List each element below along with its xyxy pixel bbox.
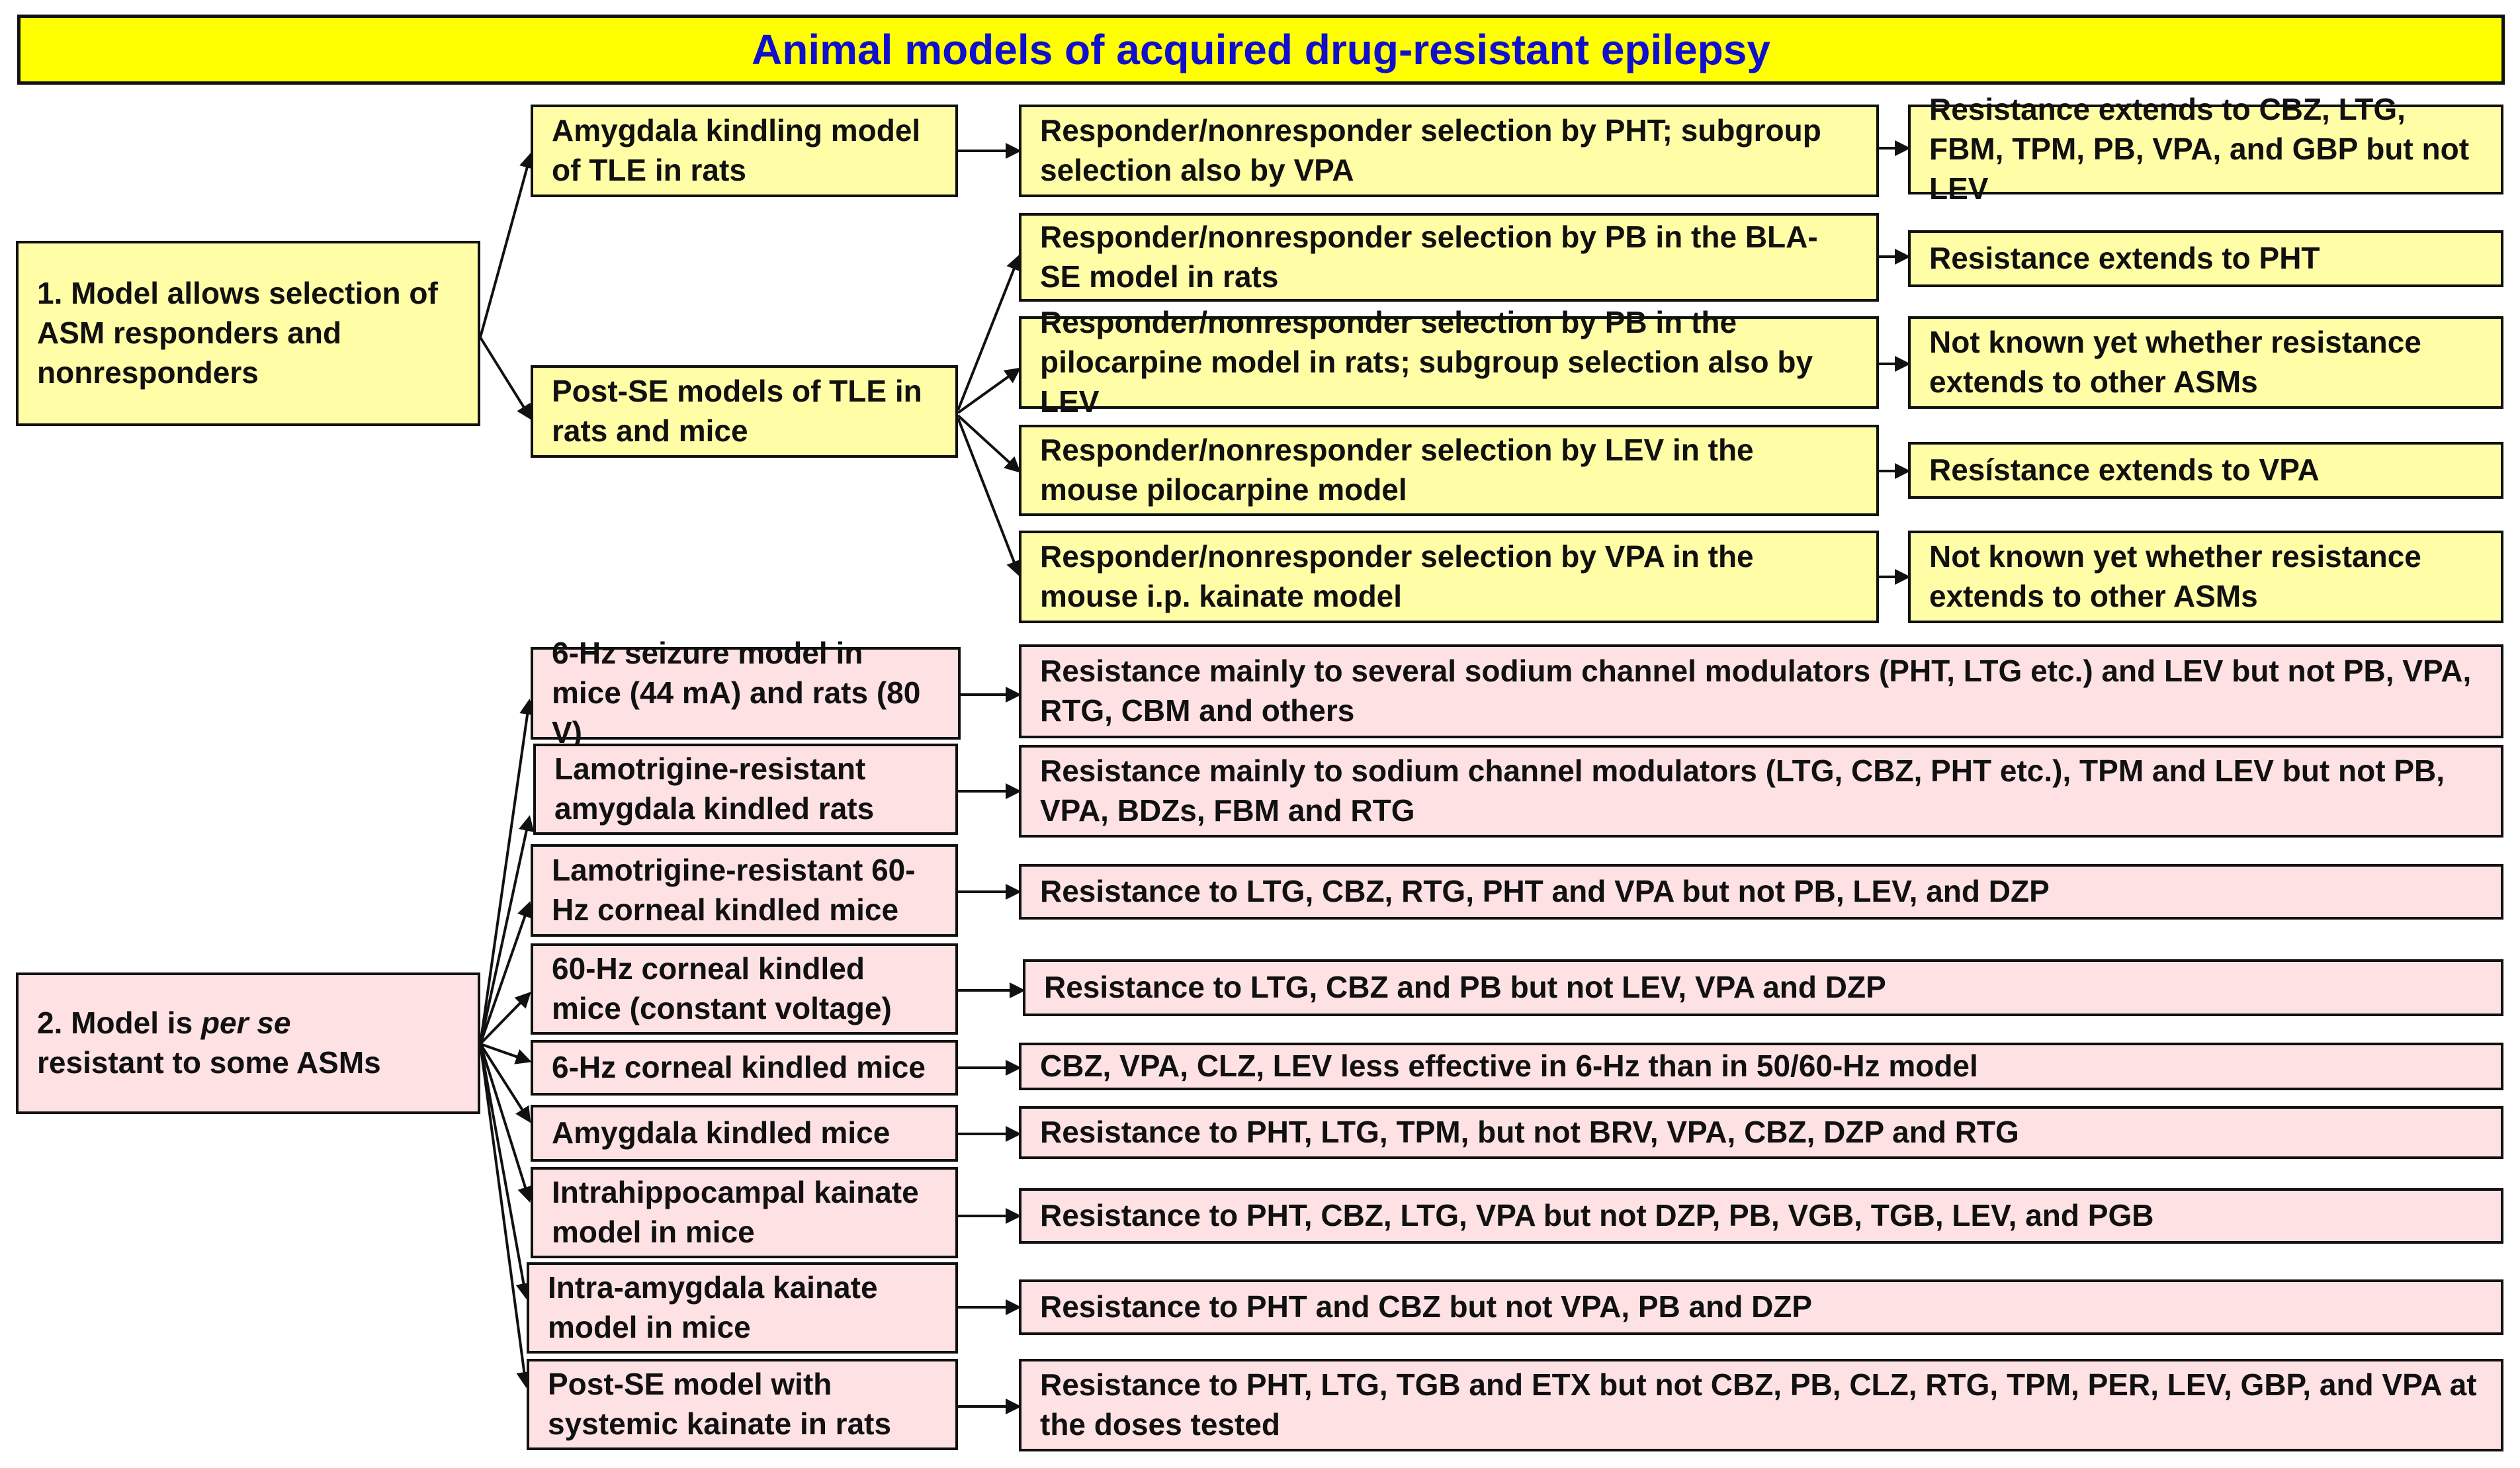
outcome-text: Resistance mainly to sodium channel modu…: [1040, 754, 2445, 828]
section2-model-box: Post-SE model with systemic kainate in r…: [527, 1359, 958, 1450]
model-label: 6-Hz seizure model in mice (44 mA) and r…: [552, 636, 921, 750]
section2-model-box: Intra-amygdala kainate model in mice: [527, 1262, 958, 1354]
model-label: Post-SE model with systemic kainate in r…: [548, 1367, 892, 1441]
section2-outcome-box: Resistance to LTG, CBZ, RTG, PHT and VPA…: [1019, 864, 2503, 920]
outcome-text: CBZ, VPA, CLZ, LEV less effective in 6-H…: [1040, 1049, 1978, 1084]
outcome-box: Not known yet whether resistance extends…: [1908, 316, 2503, 409]
model-label: Amygdala kindling model of TLE in rats: [552, 113, 921, 187]
selection-text: Responder/nonresponder selection by VPA …: [1040, 539, 1754, 613]
section2-model-box: Lamotrigine-resistant 60-Hz corneal kind…: [531, 844, 958, 937]
outcome-text: Resistance to PHT, LTG, TGB and ETX but …: [1040, 1367, 2477, 1442]
model-label: 60-Hz corneal kindled mice (constant vol…: [552, 951, 892, 1025]
section2-label-italic: per se: [200, 1006, 291, 1041]
model-label: Lamotrigine-resistant 60-Hz corneal kind…: [552, 853, 916, 927]
outcome-text: Resistance extends to PHT: [1929, 241, 2320, 276]
section1-model-amygdala: Amygdala kindling model of TLE in rats: [531, 105, 958, 197]
section2-outcome-box: Resistance to LTG, CBZ and PB but not LE…: [1023, 959, 2503, 1016]
section1-label-box: 1. Model allows selection of ASM respond…: [16, 241, 480, 426]
section2-label-prefix: 2. Model is: [37, 1006, 201, 1041]
section2-outcome-box: Resistance to PHT and CBZ but not VPA, P…: [1019, 1279, 2503, 1335]
selection-text: Responder/nonresponder selection by PB i…: [1040, 220, 1818, 294]
section2-outcome-box: Resistance to PHT, LTG, TGB and ETX but …: [1019, 1359, 2503, 1451]
section2-label-box: 2. Model is per se resistant to some ASM…: [16, 972, 480, 1114]
selection-text: Responder/nonresponder selection by PHT;…: [1040, 113, 1821, 187]
section2-outcome-box: Resistance to PHT, CBZ, LTG, VPA but not…: [1019, 1188, 2503, 1244]
section1-label: 1. Model allows selection of ASM respond…: [37, 276, 438, 390]
section2-model-box: 6-Hz seizure model in mice (44 mA) and r…: [531, 636, 961, 750]
outcome-box: Not known yet whether resistance extends…: [1908, 531, 2503, 623]
outcome-text: Resistance to LTG, CBZ and PB but not LE…: [1044, 970, 1886, 1005]
section2-model-box: 60-Hz corneal kindled mice (constant vol…: [531, 943, 958, 1035]
outcome-box: Resístance extends to VPA: [1908, 442, 2503, 499]
section1-model-post-se: Post-SE models of TLE in rats and mice: [531, 365, 958, 458]
title-bar: Animal models of acquired drug-resistant…: [17, 15, 2505, 85]
section2-label: 2. Model is per se resistant to some ASM…: [37, 1004, 381, 1083]
outcome-text: Resístance extends to VPA: [1929, 453, 2320, 488]
model-label: 6-Hz corneal kindled mice: [552, 1050, 926, 1085]
outcome-text: Resistance to PHT and CBZ but not VPA, P…: [1040, 1289, 1813, 1324]
outcome-text: Not known yet whether resistance extends…: [1929, 325, 2421, 399]
selection-box: Responder/nonresponder selection by LEV …: [1019, 425, 1879, 516]
selection-text: Responder/nonresponder selection by PB i…: [1040, 305, 1813, 419]
model-label: Lamotrigine-resistant amygdala kindled r…: [554, 752, 875, 826]
section2-outcome-box: Resistance mainly to sodium channel modu…: [1019, 745, 2503, 838]
outcome-text: Not known yet whether resistance extends…: [1929, 539, 2421, 613]
outcome-text: Resistance extends to CBZ, LTG, FBM, TPM…: [1929, 92, 2470, 206]
outcome-box: Resistance extends to CBZ, LTG, FBM, TPM…: [1908, 92, 2503, 206]
section2-model-box: Intrahippocampal kainate model in mice: [531, 1167, 958, 1258]
section2-model-box: Lamotrigine-resistant amygdala kindled r…: [533, 744, 958, 835]
outcome-text: Resistance mainly to several sodium chan…: [1040, 654, 2472, 728]
model-label: Amygdala kindled mice: [552, 1115, 891, 1150]
diagram-title: Animal models of acquired drug-resistant…: [752, 26, 1770, 73]
outcome-text: Resistance to PHT, LTG, TPM, but not BRV…: [1040, 1115, 2019, 1150]
section2-outcome-box: CBZ, VPA, CLZ, LEV less effective in 6-H…: [1019, 1043, 2503, 1090]
selection-box: Responder/nonresponder selection by VPA …: [1019, 531, 1879, 623]
outcome-text: Resistance to LTG, CBZ, RTG, PHT and VPA…: [1040, 874, 2050, 909]
selection-text: Responder/nonresponder selection by LEV …: [1040, 433, 1754, 507]
section2-label-suffix: resistant to some ASMs: [37, 1045, 381, 1080]
section2-outcome-box: Resistance to PHT, LTG, TPM, but not BRV…: [1019, 1106, 2503, 1159]
model-label: Post-SE models of TLE in rats and mice: [552, 374, 922, 448]
section2-model-box: Amygdala kindled mice: [531, 1105, 958, 1162]
outcome-text: Resistance to PHT, CBZ, LTG, VPA but not…: [1040, 1198, 2154, 1233]
selection-box: Responder/nonresponder selection by PHT;…: [1019, 105, 1879, 197]
section2-outcome-box: Resistance mainly to several sodium chan…: [1019, 644, 2503, 738]
selection-box: Responder/nonresponder selection by PB i…: [1019, 305, 1879, 419]
outcome-box: Resistance extends to PHT: [1908, 230, 2503, 287]
selection-box: Responder/nonresponder selection by PB i…: [1019, 213, 1879, 302]
section2-model-box: 6-Hz corneal kindled mice: [531, 1040, 958, 1096]
model-label: Intra-amygdala kainate model in mice: [548, 1270, 878, 1344]
model-label: Intrahippocampal kainate model in mice: [552, 1175, 919, 1249]
